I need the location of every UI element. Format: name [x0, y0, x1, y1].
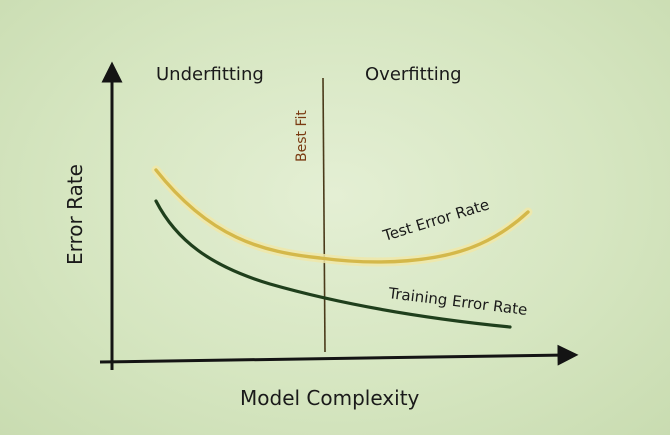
best-fit-label: Best Fit — [294, 110, 310, 162]
underfitting-label: Underfitting — [156, 64, 264, 85]
x-axis-label: Model Complexity — [240, 386, 420, 410]
test-error-label: Test Error Rate — [380, 195, 491, 245]
test-error-curve — [154, 168, 530, 264]
x-axis-line — [99, 344, 579, 366]
best-fit-divider — [322, 77, 326, 353]
training-error-curve — [154, 199, 512, 329]
overfitting-label: Overfitting — [365, 64, 462, 85]
y-axis-label: Error Rate — [63, 164, 87, 265]
